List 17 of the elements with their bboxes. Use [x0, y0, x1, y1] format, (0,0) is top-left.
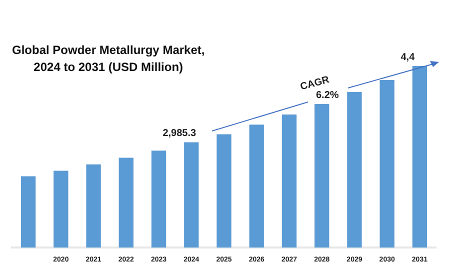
bar: [249, 124, 264, 248]
bar: [151, 150, 166, 248]
bar: [54, 170, 68, 248]
bar: [380, 80, 394, 248]
annotation: CAGR 6.2%: [298, 74, 340, 102]
text: 4,4: [400, 52, 416, 63]
bar: [412, 66, 428, 248]
bar: [118, 158, 134, 248]
bar: [184, 142, 199, 248]
bar: [282, 114, 297, 248]
bar: [314, 104, 330, 248]
bar: [216, 134, 232, 248]
annotation: 2,985.3: [162, 128, 196, 140]
bar: [20, 176, 36, 248]
chart-title: Global Powder Metallurgy Market, 2024 to 2031 (USD Million): [12, 42, 205, 76]
bar: [86, 164, 101, 248]
bar: [347, 92, 362, 248]
